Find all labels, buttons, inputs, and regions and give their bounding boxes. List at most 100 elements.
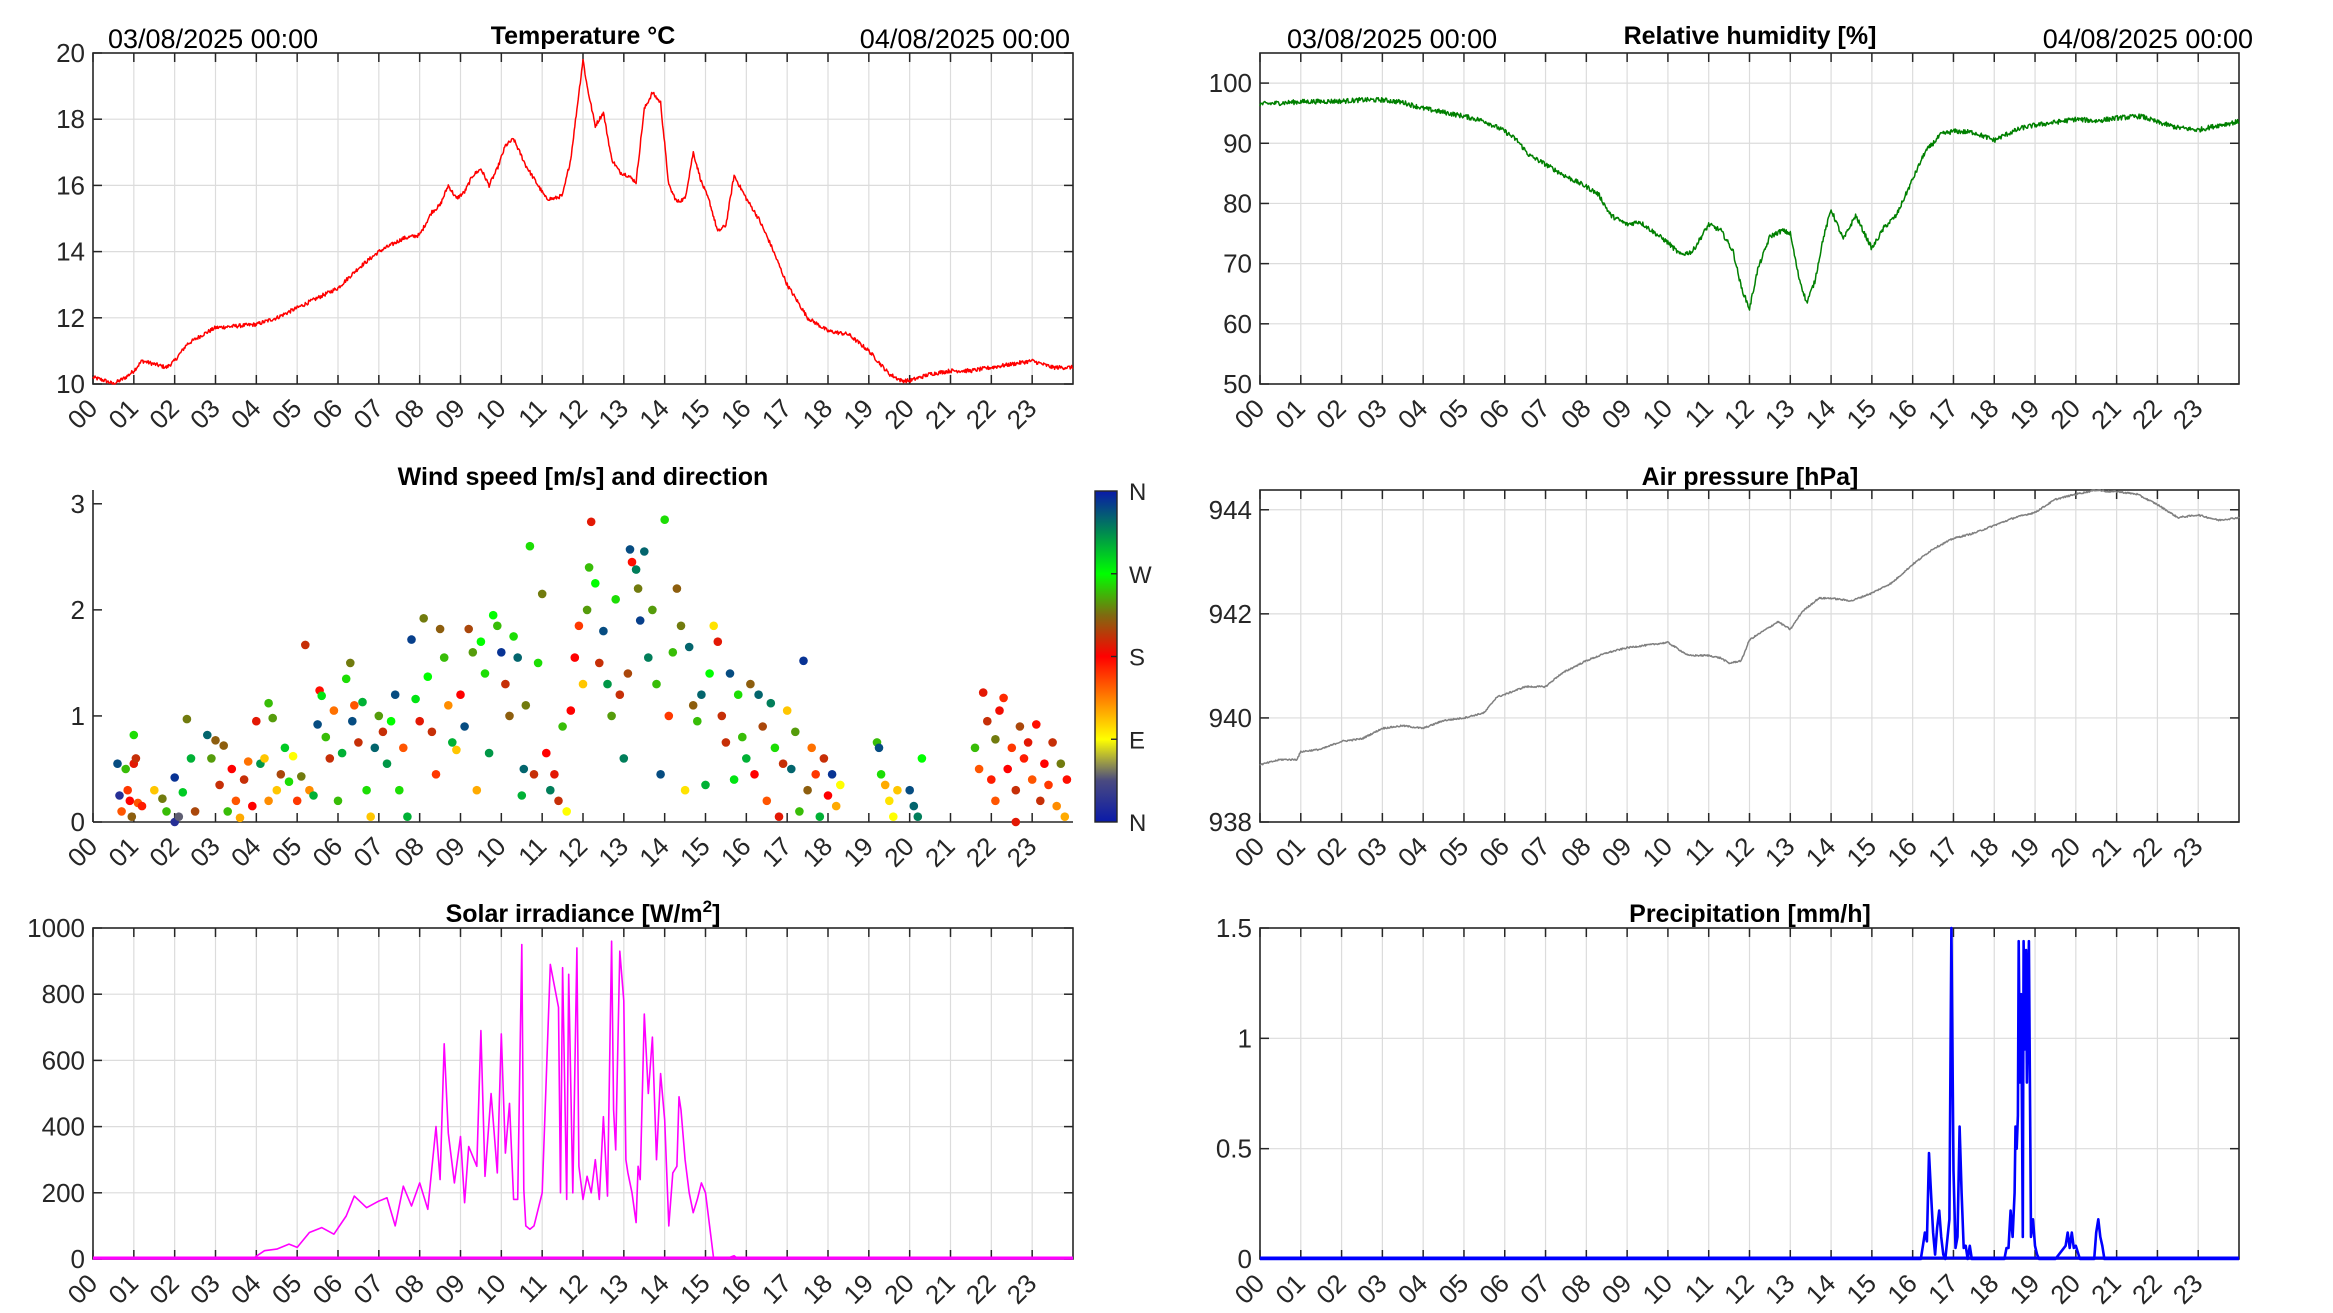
temperature-end-date: 04/08/2025 00:00 (860, 24, 1070, 54)
wind-point (235, 813, 245, 823)
wind-direction-colorbar: N W S E N (1094, 479, 1152, 837)
wind-point (207, 754, 216, 763)
wind-point (219, 741, 228, 750)
wind-point (399, 743, 408, 753)
wind-point (468, 648, 478, 657)
wind-xtick-label: 00 (62, 831, 104, 873)
precip-xtick-label: 05 (1433, 1268, 1475, 1310)
solar-xtick-label: 13 (592, 1268, 634, 1310)
colorbar-label: N (1129, 810, 1146, 837)
wind-point (705, 669, 714, 678)
temperature-ytick-label: 14 (56, 237, 85, 267)
humidity-xtick-label: 21 (2085, 393, 2127, 435)
wind-point (652, 679, 661, 689)
wind-point (493, 621, 502, 631)
pressure-ytick-label: 942 (1209, 599, 1252, 629)
wind-xtick-label: 20 (878, 831, 920, 873)
wind-point (754, 690, 763, 699)
wind-point (586, 517, 596, 527)
wind-point (125, 796, 135, 806)
wind-point (533, 658, 543, 668)
wind-point (778, 759, 788, 768)
pressure-xtick-label: 18 (1963, 831, 2005, 873)
pressure-xtick-label: 00 (1229, 831, 1271, 873)
wind-point (529, 770, 539, 779)
solar-xtick-label: 11 (512, 1268, 552, 1308)
pressure-ytick-label: 940 (1209, 703, 1252, 733)
wind-xtick-label: 16 (715, 831, 757, 873)
wind-point (874, 743, 884, 753)
solar-xtick-label: 04 (225, 1268, 267, 1310)
precip-series-line (1260, 926, 2239, 1261)
solar-xtick-label: 12 (552, 1268, 594, 1310)
pressure-xtick-label: 09 (1596, 831, 1638, 873)
wind-point (431, 770, 441, 779)
temperature-xtick-label: 08 (388, 393, 430, 435)
temperature-xtick-label: 03 (184, 393, 226, 435)
wind-point (987, 775, 996, 784)
wind-point (680, 785, 690, 795)
wind-point (611, 595, 620, 604)
pressure-xtick-label: 13 (1759, 831, 1801, 873)
solar-xtick-label: 22 (960, 1268, 1002, 1310)
colorbar-label: N (1129, 479, 1146, 506)
humidity-xtick-label: 07 (1514, 393, 1556, 435)
wind-point (774, 812, 784, 821)
wind-point (439, 653, 449, 662)
wind-point (452, 745, 461, 755)
temperature-xtick-label: 06 (307, 393, 349, 435)
wind-point (260, 754, 269, 763)
wind-point (284, 777, 294, 786)
pressure-axes: 00 01 02 03 04 05 06 07 08 09 10 11 12 13 14 15 16 17 18 19… (1209, 489, 2240, 873)
wind-point (827, 770, 837, 779)
wind-point (325, 754, 335, 763)
wind-point (1060, 812, 1070, 821)
temperature-series-line (92, 58, 1074, 385)
precip-xtick-label: 18 (1963, 1268, 2005, 1310)
humidity-xtick-label: 23 (2167, 393, 2209, 435)
wind-point (983, 716, 992, 726)
wind-xtick-label: 13 (592, 831, 634, 873)
humidity-xtick-label: 18 (1963, 393, 2005, 435)
solar-ytick-label: 1000 (27, 913, 85, 943)
solar-ytick-label: 400 (42, 1112, 85, 1142)
humidity-xtick-label: 17 (1922, 393, 1964, 435)
humidity-xtick-label: 13 (1759, 393, 1801, 435)
wind-point (893, 785, 902, 795)
wind-xtick-label: 07 (347, 831, 389, 873)
temperature-xtick-label: 23 (1001, 393, 1043, 435)
wind-xtick-label: 06 (307, 831, 349, 873)
precipitation-title: Precipitation [mm/h] (1629, 900, 1871, 928)
wind-ytick-label: 1 (71, 701, 85, 731)
wind-xtick-label: 19 (837, 831, 879, 873)
wind-point (729, 775, 739, 784)
wind-point (1011, 785, 1021, 795)
wind-point (750, 770, 759, 779)
precip-xtick-label: 08 (1555, 1268, 1597, 1310)
wind-point (248, 801, 257, 811)
wind-point (607, 711, 616, 721)
precip-xtick-label: 13 (1759, 1268, 1801, 1310)
precip-xtick-label: 16 (1881, 1268, 1923, 1310)
wind-point (721, 738, 731, 747)
wind-point (519, 764, 529, 774)
wind-xtick-label: 01 (102, 831, 144, 873)
wind-point (623, 669, 633, 678)
humidity-xtick-label: 04 (1392, 393, 1434, 435)
wind-point (644, 653, 653, 662)
wind-point (823, 791, 833, 800)
solar-xtick-label: 07 (347, 1268, 389, 1310)
temperature-ytick-label: 16 (56, 170, 85, 200)
wind-point (460, 722, 469, 731)
wind-point (795, 807, 804, 816)
wind-point (337, 748, 347, 758)
wind-point (885, 796, 894, 806)
wind-point (411, 694, 420, 704)
pressure-xtick-label: 16 (1881, 831, 1923, 873)
wind-point (186, 754, 196, 763)
pressure-xtick-label: 17 (1922, 831, 1964, 873)
humidity-xtick-label: 03 (1351, 393, 1393, 435)
pressure-xtick-label: 01 (1269, 831, 1311, 873)
wind-xtick-label: 04 (225, 831, 267, 873)
